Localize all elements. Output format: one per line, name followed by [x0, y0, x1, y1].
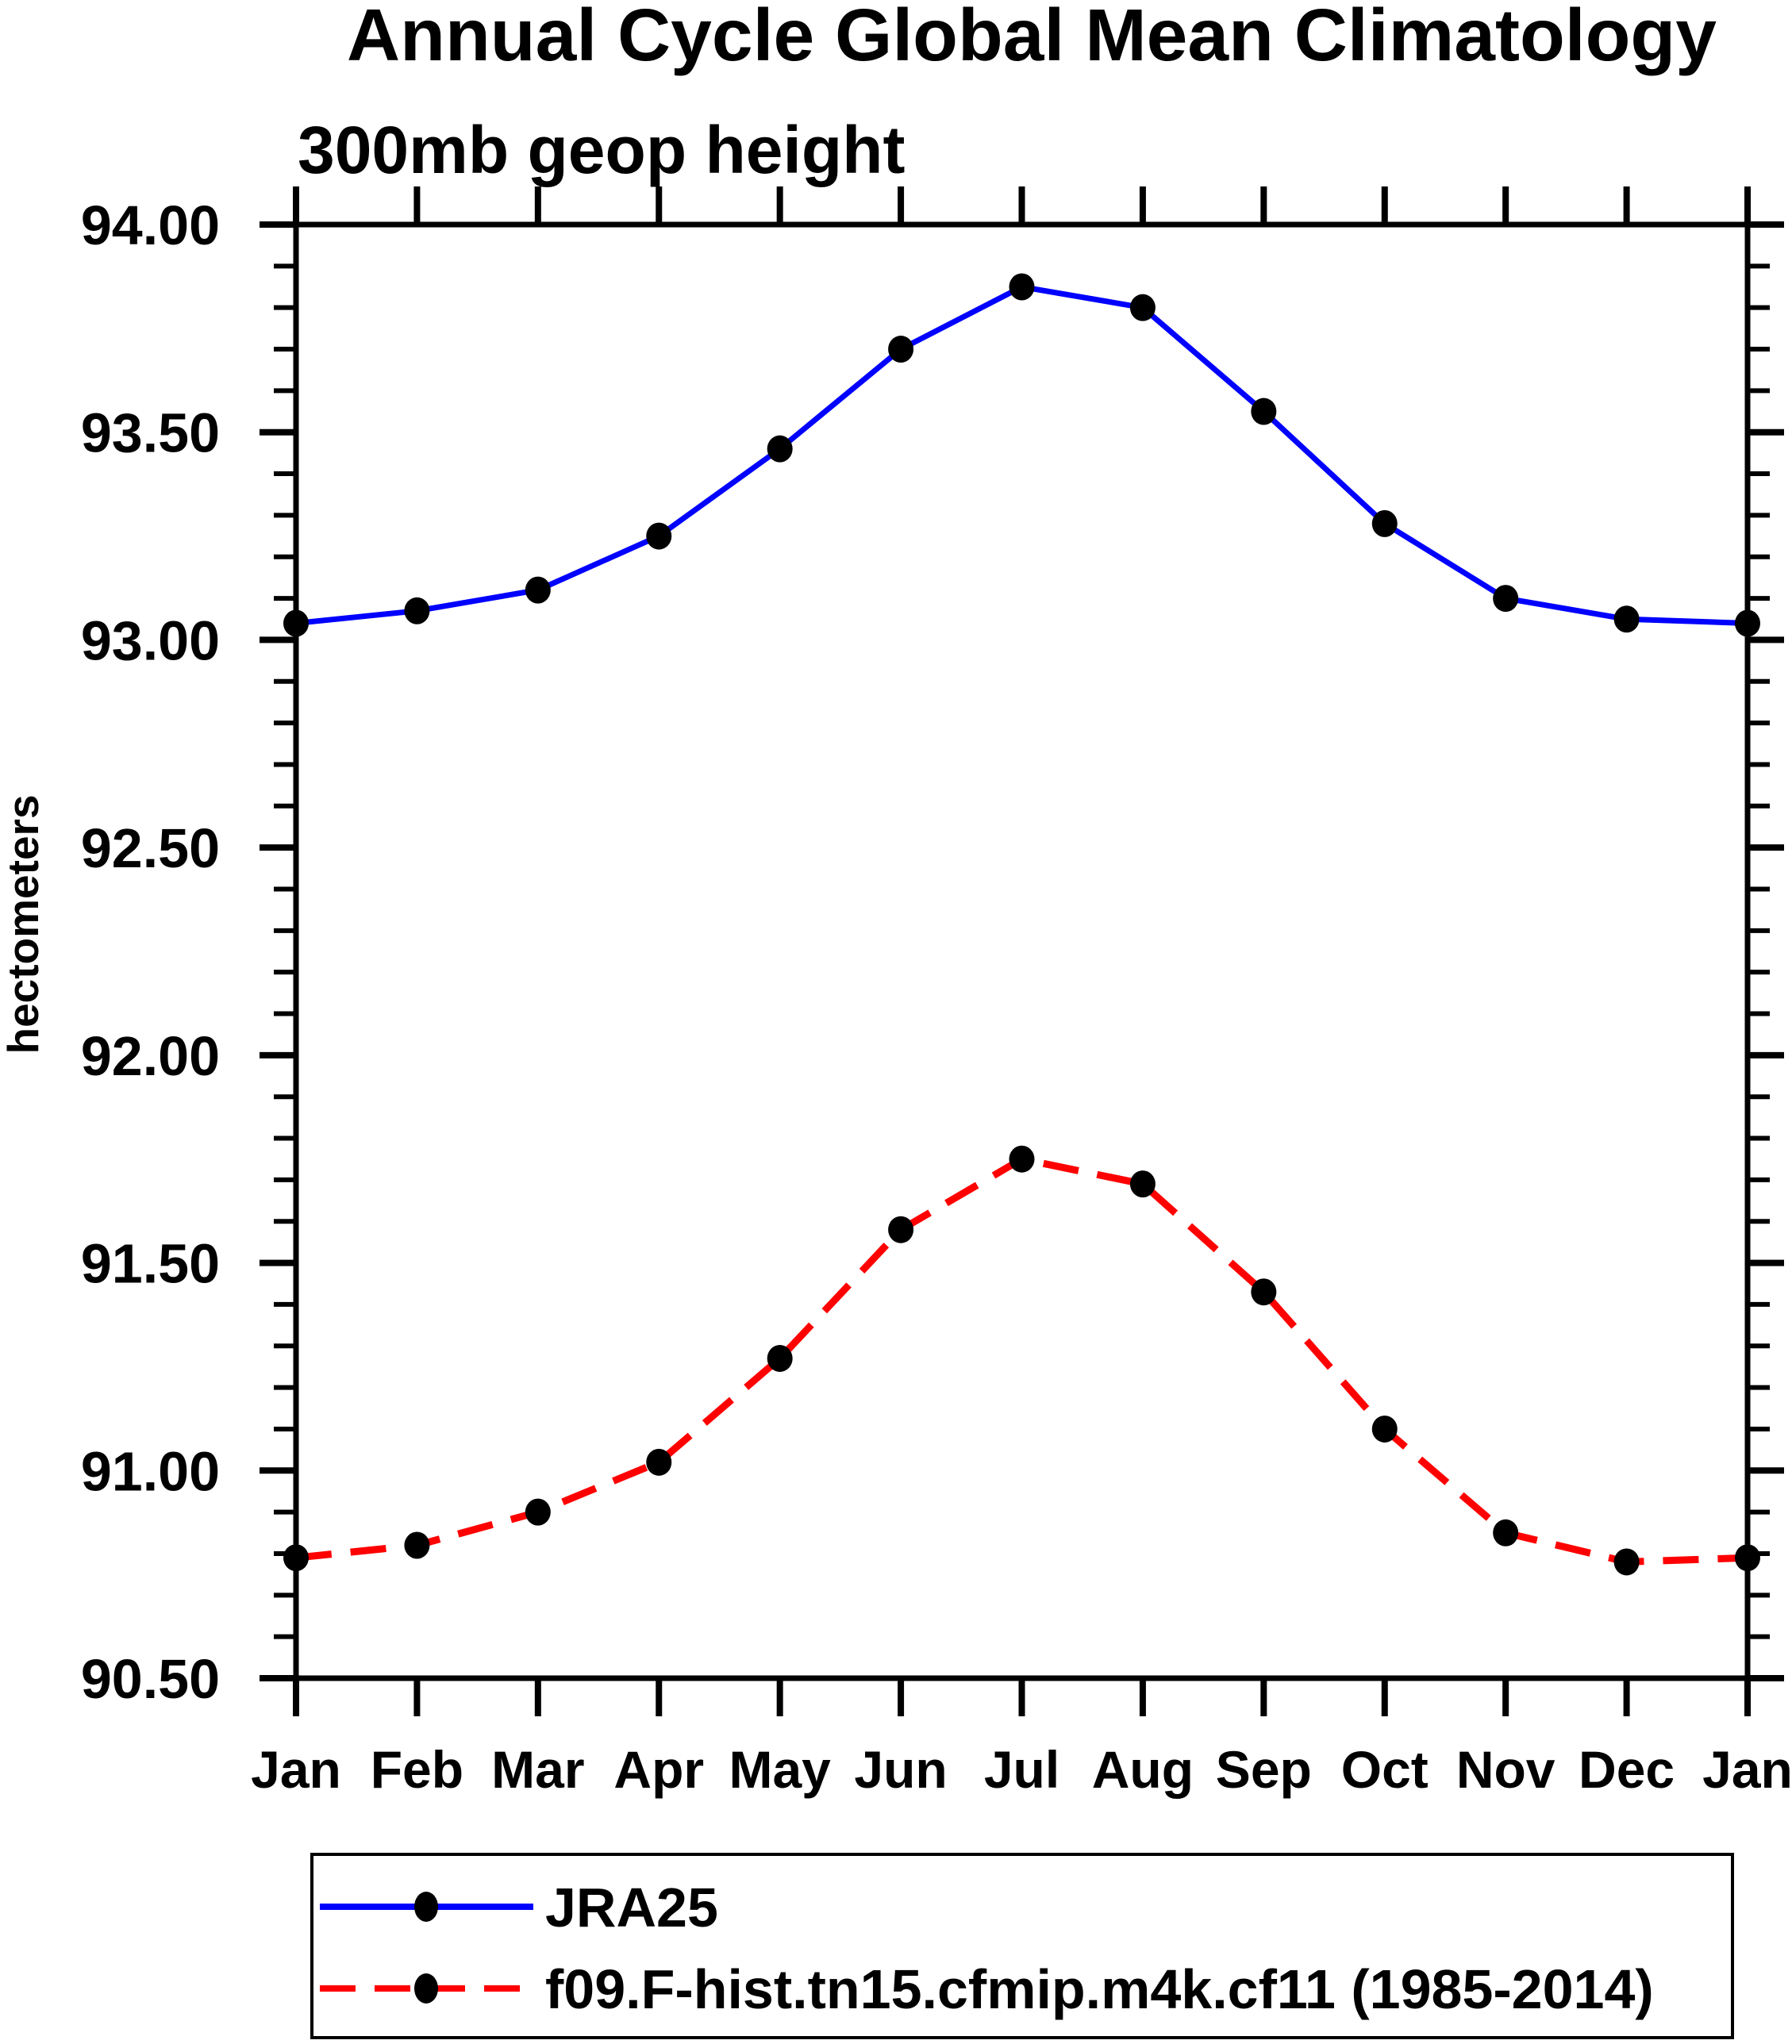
x-tick-label: Oct	[1341, 1740, 1429, 1799]
x-tick-label: Jan	[1702, 1740, 1792, 1799]
data-point-marker	[1735, 1544, 1760, 1572]
data-point-marker	[888, 1216, 914, 1243]
data-point-marker	[1493, 585, 1519, 613]
data-point-marker	[1251, 398, 1277, 425]
data-point-marker	[1129, 1170, 1156, 1198]
data-point-marker	[1009, 1145, 1035, 1173]
y-tick-label: 93.50	[81, 402, 220, 464]
legend-box	[310, 1853, 1734, 2039]
data-point-marker	[767, 435, 793, 463]
y-tick-label: 94.00	[81, 194, 220, 256]
y-tick-label: 93.00	[81, 609, 220, 671]
y-tick-label: 92.00	[81, 1025, 220, 1087]
data-point-marker	[283, 1544, 309, 1572]
data-point-marker	[767, 1344, 793, 1372]
data-point-marker	[1371, 509, 1398, 537]
x-tick-label: Apr	[613, 1740, 704, 1799]
data-point-marker	[525, 1498, 551, 1526]
data-point-marker	[1735, 609, 1760, 637]
data-point-marker	[646, 1448, 672, 1476]
y-tick-label: 91.50	[81, 1233, 220, 1295]
data-point-marker	[1251, 1278, 1277, 1306]
y-tick-label: 90.50	[81, 1648, 220, 1710]
chart-subtitle: 300mb geop height	[298, 113, 905, 187]
chart-title: Annual Cycle Global Mean Climatology	[347, 0, 1717, 76]
x-tick-label: Jun	[854, 1740, 947, 1799]
data-point-marker	[888, 336, 914, 363]
data-point-marker	[404, 1531, 430, 1559]
data-point-marker	[404, 597, 430, 624]
legend-row-model: f09.F-hist.tn15.cfmip.m4k.cf11 (1985-201…	[320, 1958, 1654, 2020]
legend-label: JRA25	[545, 1877, 718, 1938]
legend-marker-dot	[414, 1973, 438, 2004]
x-tick-label: Jan	[251, 1740, 341, 1799]
y-tick-label: 92.50	[81, 817, 220, 879]
data-point-marker	[1009, 273, 1035, 301]
series-line-model	[295, 1155, 1748, 1566]
y-axis-label: hectometers	[0, 794, 48, 1054]
legend-row-jra25: JRA25	[320, 1877, 718, 1938]
x-tick-label: Feb	[371, 1740, 463, 1799]
axes-and-ticks: 90.50 91.00 91.50 92.00 92.50 93.00 93.50 94.00…	[81, 186, 1792, 1799]
x-tick-label: Dec	[1579, 1740, 1675, 1799]
data-point-marker	[1371, 1415, 1398, 1443]
plot-frame	[293, 221, 1751, 1681]
x-tick-label: Aug	[1092, 1740, 1194, 1799]
x-tick-label: Jul	[984, 1740, 1059, 1799]
legend-label: f09.F-hist.tn15.cfmip.m4k.cf11 (1985-201…	[545, 1958, 1654, 2020]
x-tick-label: Sep	[1216, 1740, 1312, 1799]
x-tick-label: Mar	[491, 1740, 584, 1799]
series-line-jra25	[295, 283, 1748, 626]
data-point-marker	[283, 609, 309, 637]
data-point-marker	[1129, 294, 1156, 321]
x-tick-label: Nov	[1456, 1740, 1556, 1799]
y-tick-label: 91.00	[81, 1440, 220, 1502]
data-point-marker	[1613, 605, 1640, 633]
x-tick-label: May	[729, 1740, 831, 1799]
data-point-marker	[646, 522, 672, 550]
data-point-marker	[1493, 1519, 1519, 1546]
data-point-marker	[525, 576, 551, 604]
legend-marker-dot	[414, 1892, 438, 1922]
data-point-marker	[1613, 1548, 1640, 1576]
data-series	[283, 273, 1760, 1576]
legend: JRA25 f09.F-hist.tn15.cfmip.m4k.cf11 (19…	[310, 1853, 1734, 2039]
